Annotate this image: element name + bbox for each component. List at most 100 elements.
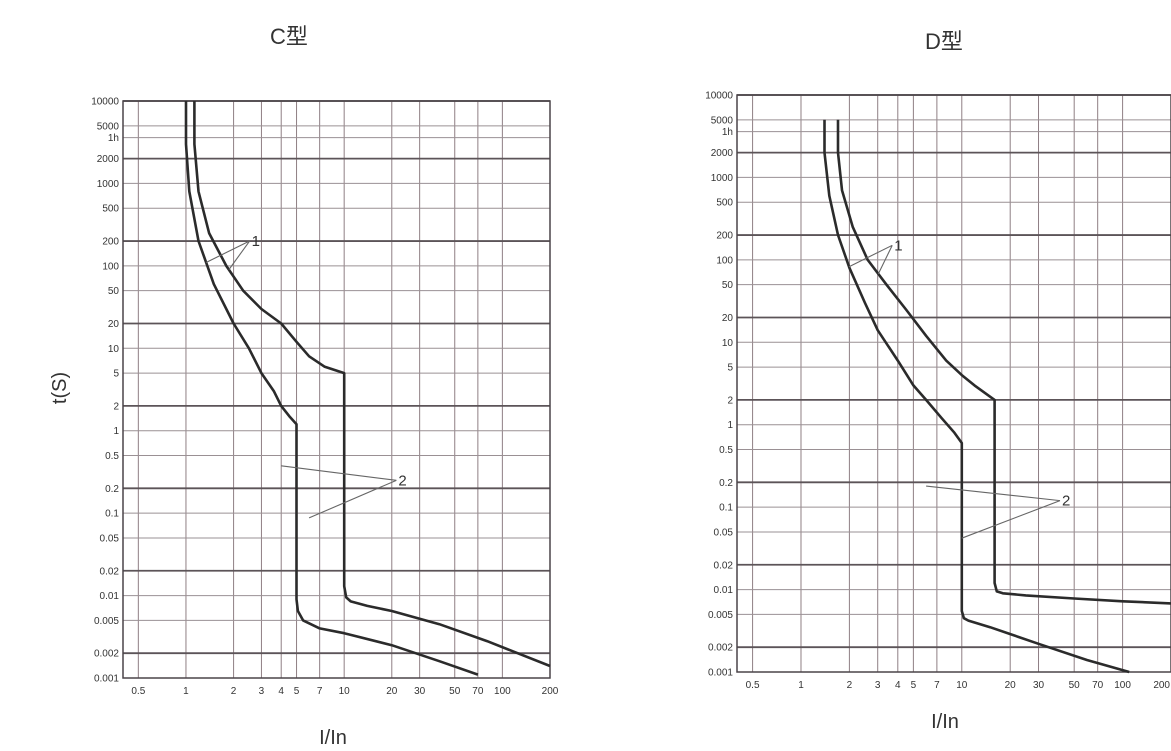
x-tick-label-c-2: 2 — [231, 686, 237, 697]
y-tick-label-c-1: 5000 — [97, 121, 120, 132]
x-tick-label-d-7: 10 — [956, 680, 968, 691]
y-tick-label-c-6: 200 — [102, 237, 119, 248]
y-tick-label-c-7: 100 — [102, 261, 119, 272]
y-tick-label-d-6: 200 — [716, 231, 733, 242]
y-tick-label-d-17: 0.05 — [714, 527, 734, 538]
y-tick-label-d-21: 0.002 — [708, 643, 733, 654]
annotation-label-d-1: 1 — [894, 237, 902, 254]
y-tick-label-c-17: 0.05 — [100, 533, 120, 544]
y-tick-label-c-18: 0.02 — [100, 566, 120, 577]
plot-frame-c — [122, 100, 551, 679]
x-tick-label-d-6: 7 — [934, 680, 940, 691]
x-tick-label-c-1: 1 — [183, 686, 189, 697]
x-tick-label-c-9: 30 — [414, 686, 426, 697]
y-tick-label-d-7: 100 — [716, 255, 733, 266]
y-tick-label-d-16: 0.1 — [719, 503, 733, 514]
y-tick-label-d-10: 10 — [722, 338, 734, 349]
y-tick-label-c-3: 2000 — [97, 154, 120, 165]
x-tick-label-c-10: 50 — [449, 686, 461, 697]
y-tick-label-c-14: 0.5 — [105, 451, 119, 462]
annotation-leader-d-1-2 — [877, 245, 893, 275]
series-line-d-1 — [823, 119, 1130, 674]
chart-panel-c-type: C型 t(S) I/In 1000050001h2000100050020010… — [49, 24, 559, 749]
x-tick-label-d-5: 5 — [911, 680, 917, 691]
y-tick-label-c-10: 10 — [108, 344, 120, 355]
annotation-leader-d-1-1 — [848, 244, 893, 268]
x-tick-label-d-9: 30 — [1033, 680, 1045, 691]
annotation-leader-c-2-1 — [281, 465, 397, 481]
chart-panel-d-type: D型 I/In 1000050001h200010005002001005020… — [705, 29, 1171, 733]
x-tick-label-d-12: 100 — [1114, 680, 1131, 691]
y-tick-label-d-0: 10000 — [705, 91, 733, 102]
x-tick-label-d-1: 1 — [798, 680, 804, 691]
x-tick-label-c-12: 100 — [494, 686, 511, 697]
x-tick-label-c-4: 4 — [278, 686, 284, 697]
y-tick-label-d-8: 50 — [722, 280, 734, 291]
series-line-c-2 — [193, 101, 551, 668]
y-tick-label-c-8: 50 — [108, 286, 120, 297]
series-line-c-1 — [184, 101, 479, 676]
y-tick-label-d-13: 1 — [727, 420, 733, 431]
x-tick-label-c-11: 70 — [472, 686, 484, 697]
y-tick-label-c-20: 0.005 — [94, 616, 119, 627]
y-tick-label-d-3: 2000 — [711, 148, 734, 159]
y-tick-label-c-4: 1000 — [97, 179, 120, 190]
x-tick-label-d-2: 2 — [847, 680, 853, 691]
y-tick-label-c-22: 0.001 — [94, 674, 119, 685]
chart-title-d-type: D型 — [925, 29, 963, 54]
annotation-leader-d-2-2 — [961, 500, 1061, 539]
y-tick-label-d-19: 0.01 — [714, 585, 734, 596]
annotation-label-c-2: 2 — [398, 472, 406, 489]
x-tick-label-c-5: 5 — [294, 686, 300, 697]
annotation-label-c-1: 1 — [252, 233, 260, 250]
x-axis-title-c-type: I/In — [319, 727, 347, 749]
x-tick-label-d-13: 200 — [1153, 680, 1170, 691]
annotation-leader-c-1-1 — [205, 240, 250, 263]
x-tick-label-d-0: 0.5 — [746, 680, 760, 691]
x-tick-label-d-3: 3 — [875, 680, 881, 691]
chart-title-c-type: C型 — [270, 24, 308, 49]
annotation-leader-c-2-2 — [308, 479, 397, 519]
y-tick-label-c-0: 10000 — [91, 97, 119, 108]
annotation-leader-d-2-1 — [926, 485, 1061, 502]
plot-frame-d — [736, 94, 1171, 673]
y-tick-label-c-19: 0.01 — [100, 591, 120, 602]
y-tick-label-d-4: 1000 — [711, 173, 734, 184]
annotation-label-d-2: 2 — [1062, 493, 1070, 510]
y-tick-label-c-11: 5 — [113, 369, 119, 380]
y-tick-label-d-20: 0.005 — [708, 610, 733, 621]
x-tick-label-c-0: 0.5 — [131, 686, 145, 697]
annotation-leader-c-1-2 — [228, 240, 251, 270]
x-tick-label-c-13: 200 — [542, 686, 559, 697]
y-tick-label-d-22: 0.001 — [708, 668, 733, 679]
y-tick-label-c-16: 0.1 — [105, 509, 119, 520]
x-tick-label-c-7: 10 — [339, 686, 351, 697]
series-line-d-2 — [836, 119, 1171, 605]
y-tick-label-d-1: 5000 — [711, 115, 734, 126]
y-tick-label-c-12: 2 — [113, 401, 119, 412]
y-tick-label-d-5: 500 — [716, 198, 733, 209]
y-tick-label-d-12: 2 — [727, 395, 733, 406]
y-tick-label-c-2: 1h — [108, 133, 119, 144]
x-tick-label-d-10: 50 — [1069, 680, 1081, 691]
y-tick-label-d-18: 0.02 — [714, 560, 734, 571]
y-tick-label-c-21: 0.002 — [94, 649, 119, 660]
y-tick-label-d-11: 5 — [727, 363, 733, 374]
x-tick-label-c-6: 7 — [317, 686, 323, 697]
y-tick-label-c-9: 20 — [108, 319, 120, 330]
y-tick-label-d-2: 1h — [722, 127, 733, 138]
y-tick-label-c-5: 500 — [102, 204, 119, 215]
y-axis-title-c-type: t(S) — [49, 372, 71, 404]
x-tick-label-c-3: 3 — [259, 686, 265, 697]
y-tick-label-d-14: 0.5 — [719, 445, 733, 456]
x-axis-title-d-type: I/In — [931, 711, 959, 733]
y-tick-label-d-9: 20 — [722, 313, 734, 324]
y-tick-label-c-15: 0.2 — [105, 484, 119, 495]
x-tick-label-d-4: 4 — [895, 680, 901, 691]
x-tick-label-c-8: 20 — [386, 686, 398, 697]
x-tick-label-d-8: 20 — [1005, 680, 1017, 691]
y-tick-label-d-15: 0.2 — [719, 478, 733, 489]
x-tick-label-d-11: 70 — [1092, 680, 1104, 691]
y-tick-label-c-13: 1 — [113, 426, 119, 437]
